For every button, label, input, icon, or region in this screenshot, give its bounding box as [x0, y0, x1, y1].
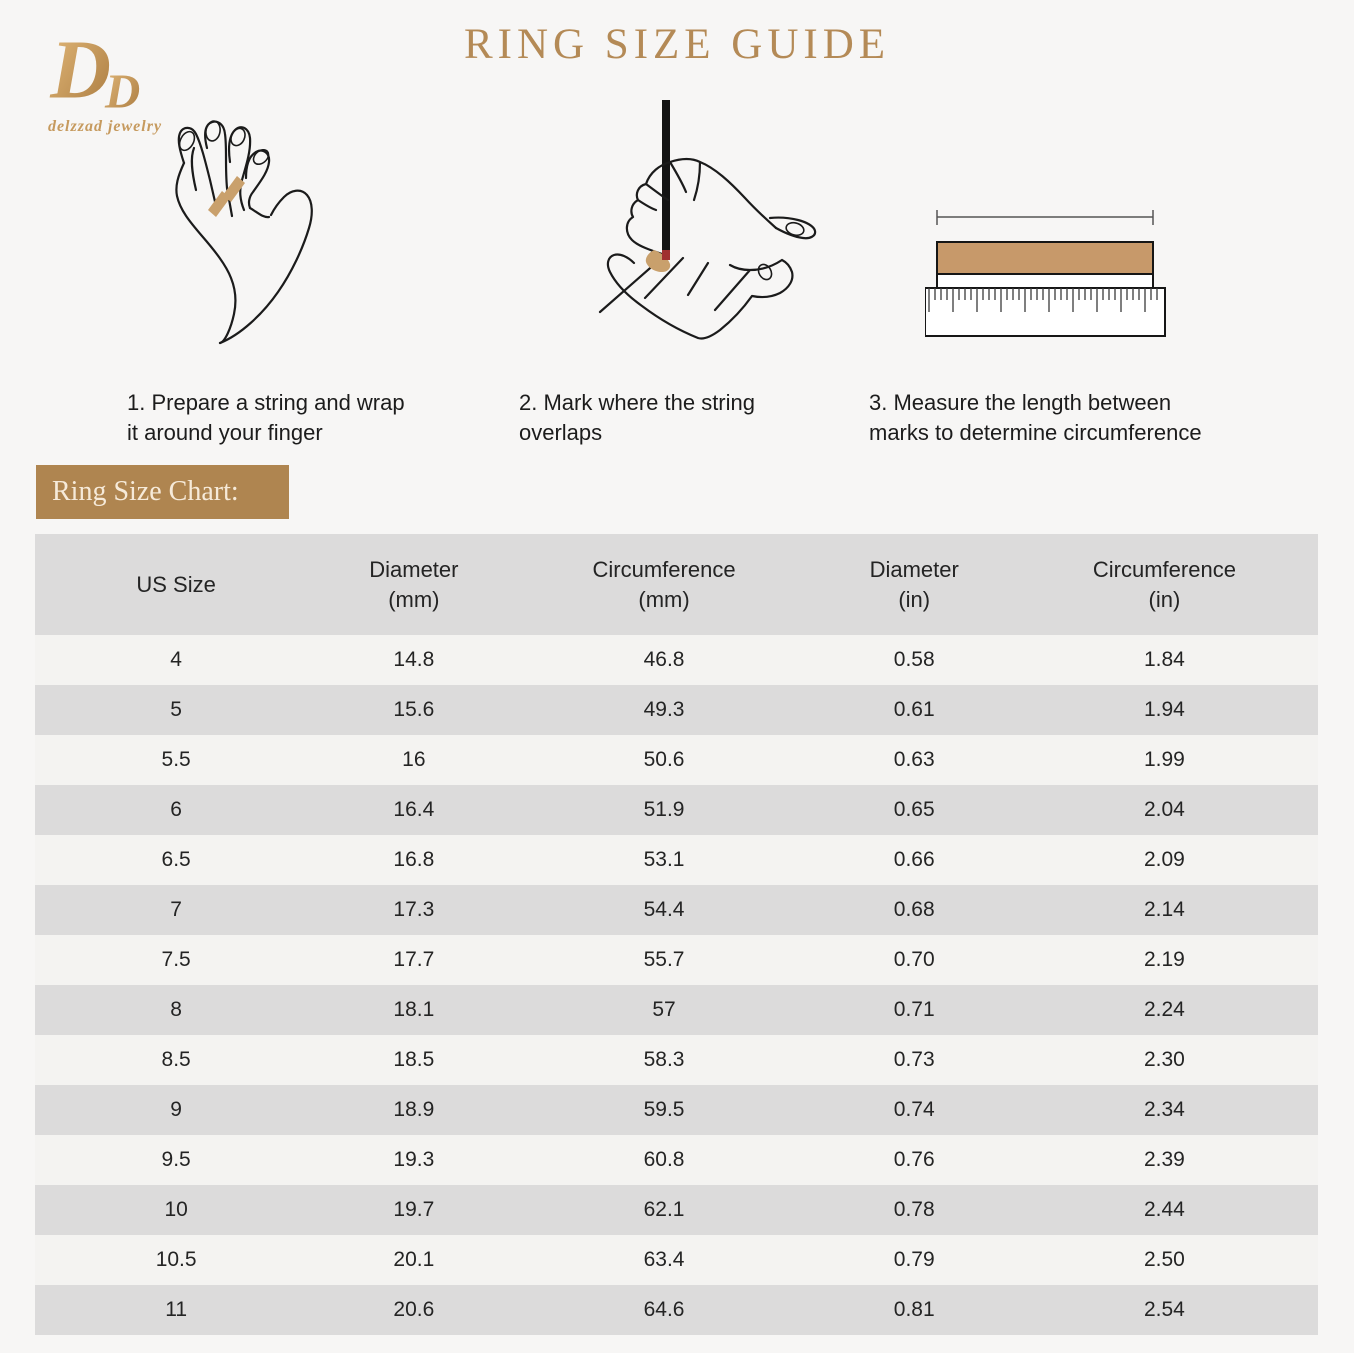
svg-text:D: D: [104, 64, 140, 119]
svg-text:D: D: [49, 30, 111, 116]
